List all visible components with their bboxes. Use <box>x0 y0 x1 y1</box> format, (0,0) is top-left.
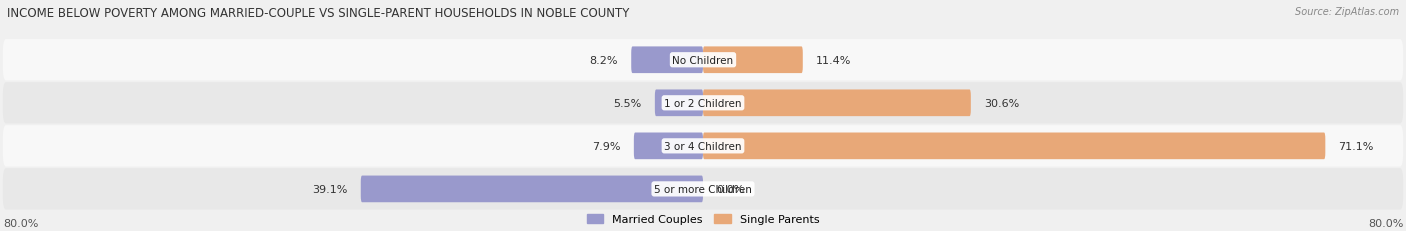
Legend: Married Couples, Single Parents: Married Couples, Single Parents <box>582 209 824 229</box>
Text: 71.1%: 71.1% <box>1339 141 1374 151</box>
FancyBboxPatch shape <box>3 40 1403 81</box>
Text: 5 or more Children: 5 or more Children <box>654 184 752 194</box>
Text: 1 or 2 Children: 1 or 2 Children <box>664 98 742 108</box>
Text: 7.9%: 7.9% <box>592 141 620 151</box>
Text: No Children: No Children <box>672 55 734 65</box>
FancyBboxPatch shape <box>3 83 1403 124</box>
Text: INCOME BELOW POVERTY AMONG MARRIED-COUPLE VS SINGLE-PARENT HOUSEHOLDS IN NOBLE C: INCOME BELOW POVERTY AMONG MARRIED-COUPL… <box>7 7 630 20</box>
Text: 80.0%: 80.0% <box>1368 218 1403 228</box>
FancyBboxPatch shape <box>703 47 803 74</box>
FancyBboxPatch shape <box>631 47 703 74</box>
FancyBboxPatch shape <box>655 90 703 117</box>
Text: 5.5%: 5.5% <box>613 98 641 108</box>
FancyBboxPatch shape <box>3 168 1403 210</box>
FancyBboxPatch shape <box>634 133 703 159</box>
Text: 80.0%: 80.0% <box>3 218 38 228</box>
FancyBboxPatch shape <box>3 126 1403 167</box>
Text: 0.0%: 0.0% <box>716 184 744 194</box>
FancyBboxPatch shape <box>703 90 970 117</box>
Text: 8.2%: 8.2% <box>589 55 619 65</box>
Text: 3 or 4 Children: 3 or 4 Children <box>664 141 742 151</box>
FancyBboxPatch shape <box>703 133 1326 159</box>
Text: 30.6%: 30.6% <box>984 98 1019 108</box>
Text: 11.4%: 11.4% <box>815 55 851 65</box>
Text: 39.1%: 39.1% <box>312 184 347 194</box>
Text: Source: ZipAtlas.com: Source: ZipAtlas.com <box>1295 7 1399 17</box>
FancyBboxPatch shape <box>361 176 703 202</box>
